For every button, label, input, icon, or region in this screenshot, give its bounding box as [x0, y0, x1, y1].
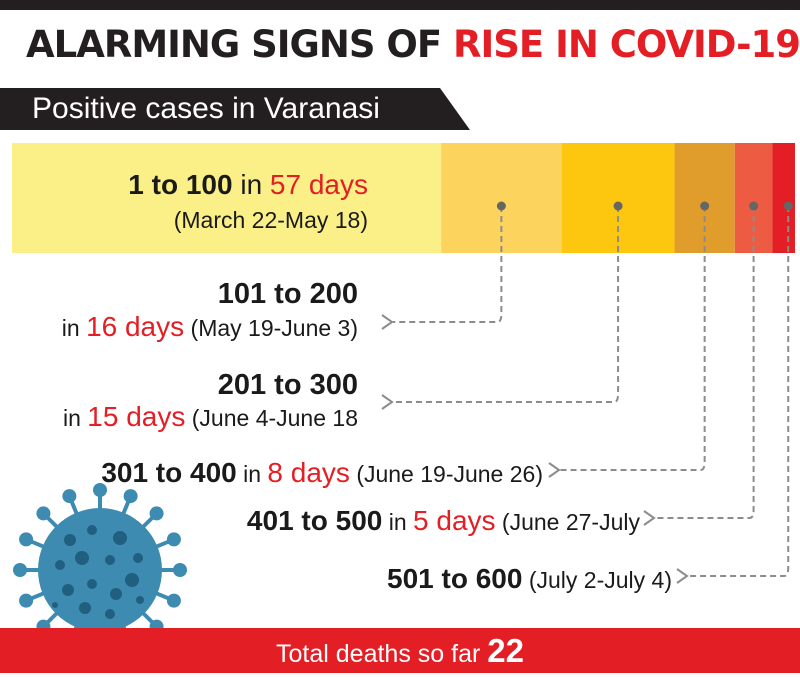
stacked-day-bar [12, 143, 795, 253]
bar-segment-1 [12, 143, 442, 253]
top-strip [0, 0, 800, 10]
segment-1-dates: (March 22-May 18) [174, 207, 368, 233]
title-part-1: ALARMING SIGNS OF [26, 23, 454, 66]
connector-dot-2 [496, 201, 506, 211]
bar-segment-5 [734, 143, 773, 253]
segment-3-label: in 15 days (June 4-June 18 [63, 401, 358, 432]
connector-4 [548, 206, 706, 478]
connector-dot-4 [700, 201, 710, 211]
segment-5-label: 401 to 500 in 5 days (June 27-July [247, 505, 641, 536]
segment-3-range: 201 to 300 [218, 369, 358, 401]
title-part-2: RISE IN COVID-19 [453, 23, 800, 66]
footer-bar: Total deaths so far 22 [0, 628, 800, 673]
subtitle-bar: Positive cases in Varanasi [0, 88, 470, 130]
segment-4-label: 301 to 400 in 8 days (June 19-June 26) [101, 457, 543, 488]
connector-dot-5 [749, 201, 759, 211]
connector-3 [381, 206, 620, 410]
segment-1-label: 1 to 100 in 57 days [128, 169, 368, 200]
connector-6 [676, 206, 790, 584]
segment-6-label: 501 to 600 (July 2-July 4) [387, 563, 672, 594]
connectors [381, 201, 793, 584]
footer-label: Total deaths so far [276, 640, 481, 668]
segment-2-range: 101 to 200 [218, 278, 358, 310]
connector-5 [643, 206, 755, 526]
connector-dot-6 [783, 201, 793, 211]
bar-segment-6 [772, 143, 795, 253]
segment-2-label: in 16 days (May 19-June 3) [62, 311, 358, 342]
bar-segment-4 [674, 143, 735, 253]
deaths-count: 22 [487, 632, 524, 669]
bar-segment-3 [561, 143, 675, 253]
page-title: ALARMING SIGNS OF RISE IN COVID-19 [26, 26, 800, 63]
subtitle: Positive cases in Varanasi [32, 92, 380, 125]
connector-dot-3 [613, 201, 623, 211]
connector-2 [381, 206, 503, 330]
bar-segment-2 [441, 143, 562, 253]
